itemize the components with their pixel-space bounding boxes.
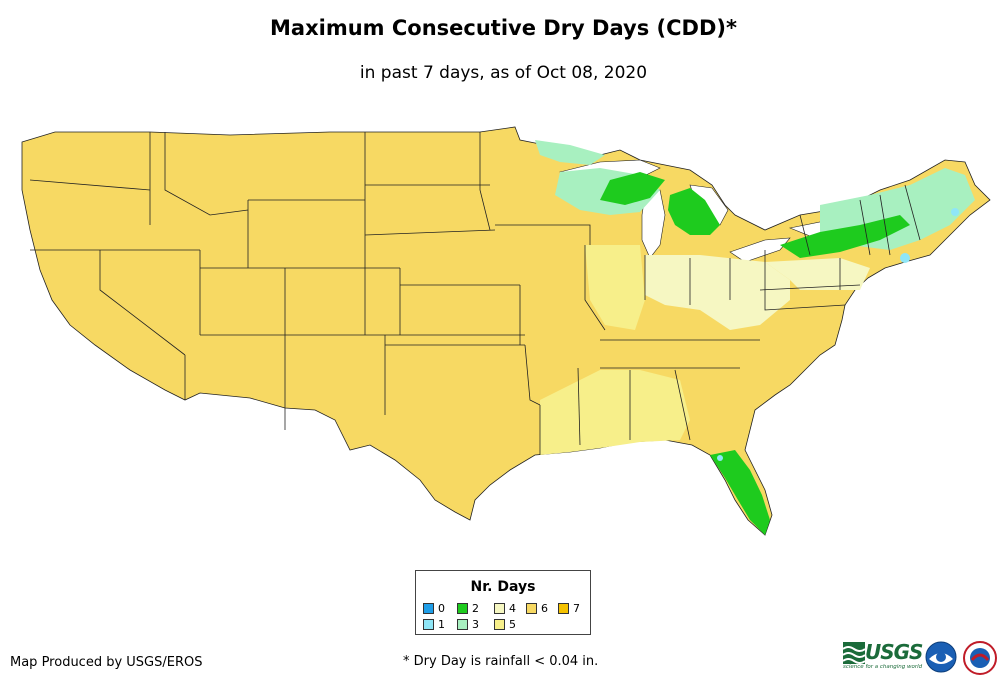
legend-item-5: 5	[494, 619, 516, 631]
legend-item-0: 0	[423, 603, 445, 615]
legend: Nr. Days 0 1 2 3 4 5 6 7	[415, 570, 591, 635]
state-boundaries	[29, 132, 921, 455]
legend-label-6: 6	[541, 602, 548, 615]
legend-swatch-4	[494, 603, 505, 614]
map-title: Maximum Consecutive Dry Days (CDD)*	[270, 16, 737, 40]
legend-swatch-2	[457, 603, 468, 614]
legend-label-1: 1	[438, 618, 445, 631]
region-2day-florida	[710, 450, 770, 535]
region-2day-ny	[780, 215, 910, 258]
usgs-logo: USGS science for a changing world	[843, 640, 923, 674]
region-5day-south	[540, 370, 690, 455]
usgs-tagline: science for a changing world	[843, 664, 923, 670]
legend-label-4: 4	[509, 602, 516, 615]
legend-swatch-7	[558, 603, 569, 614]
usgs-wordmark: USGS	[865, 640, 923, 664]
region-1day-fl	[717, 455, 723, 461]
legend-item-1: 1	[423, 619, 445, 631]
conus-landmass	[21, 126, 991, 536]
legend-item-3: 3	[457, 619, 479, 631]
legend-label-3: 3	[472, 618, 479, 631]
legend-title: Nr. Days	[470, 579, 536, 595]
noaa-logo-icon	[925, 641, 957, 673]
region-2day-upper-peninsula	[600, 172, 665, 205]
region-2day-michigan	[668, 188, 720, 235]
map-subtitle: in past 7 days, as of Oct 08, 2020	[359, 63, 648, 83]
legend-item-7: 7	[558, 603, 580, 615]
usgs-waves-icon	[843, 642, 865, 664]
legend-swatch-3	[457, 619, 468, 630]
legend-item-2: 2	[457, 603, 479, 615]
region-3day-mn	[535, 140, 605, 165]
legend-label-5: 5	[509, 618, 516, 631]
legend-item-6: 6	[526, 603, 548, 615]
legend-label-2: 2	[472, 602, 479, 615]
legend-swatch-6	[526, 603, 537, 614]
region-1day-me	[951, 208, 959, 216]
map-credit: Map Produced by USGS/EROS	[10, 655, 203, 670]
legend-item-4: 4	[494, 603, 516, 615]
legend-label-0: 0	[438, 602, 445, 615]
lake-michigan	[641, 189, 666, 259]
region-5day-midwest	[585, 245, 645, 330]
region-4day-ohio	[645, 255, 790, 330]
region-4day-northeast	[765, 258, 870, 290]
legend-swatch-5	[494, 619, 505, 630]
legend-label-7: 7	[573, 602, 580, 615]
dry-day-footnote: * Dry Day is rainfall < 0.04 in.	[403, 654, 599, 669]
legend-swatch-1	[423, 619, 434, 630]
region-1day-ma	[900, 253, 910, 263]
legend-swatch-0	[423, 603, 434, 614]
nws-logo-icon	[963, 641, 997, 675]
